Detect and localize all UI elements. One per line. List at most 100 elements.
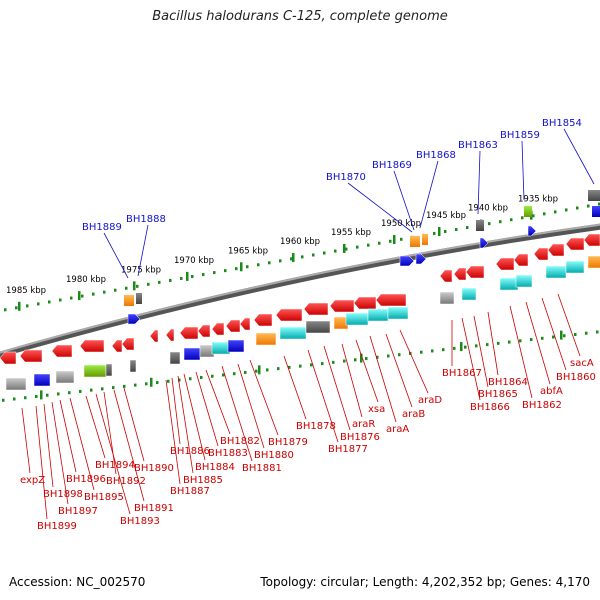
outer-tick-dot bbox=[576, 206, 579, 210]
gene-arrow-upper bbox=[239, 317, 251, 331]
inner-tick-dot bbox=[332, 360, 335, 364]
inner-tick-dot bbox=[244, 370, 247, 374]
bottom-gene-label: BH1887 bbox=[170, 486, 210, 497]
bottom-gene-label: BH1882 bbox=[220, 436, 260, 447]
bottom-gene-label: araB bbox=[402, 409, 425, 420]
inner-tick-dot bbox=[398, 353, 401, 357]
gene-box-lower bbox=[499, 277, 519, 291]
outer-tick-dot bbox=[103, 290, 106, 294]
top-gene-label: BH1863 bbox=[458, 140, 498, 151]
bottom-label-leader bbox=[35, 405, 48, 520]
outer-tick-dot bbox=[510, 218, 513, 222]
inner-tick-dot bbox=[343, 359, 346, 363]
top-gene-label: BH1869 bbox=[372, 160, 412, 171]
bottom-label-leader bbox=[473, 315, 489, 388]
outer-tick-dot bbox=[554, 210, 557, 214]
top-label-leader bbox=[521, 140, 525, 201]
inner-tick-dot bbox=[145, 382, 148, 386]
gene-arrow-upper bbox=[453, 267, 467, 281]
bottom-gene-label: BH1879 bbox=[268, 437, 308, 448]
outer-tick-dot bbox=[334, 249, 337, 253]
inner-tick-dot bbox=[266, 368, 269, 372]
inner-tick-dot bbox=[189, 377, 192, 381]
bottom-label-leader bbox=[51, 401, 69, 505]
outer-tick-dot bbox=[301, 255, 304, 259]
bottom-gene-label: BH1883 bbox=[208, 448, 248, 459]
outer-tick-dot bbox=[433, 231, 436, 235]
inner-major-tick bbox=[258, 365, 261, 375]
bottom-label-leader bbox=[307, 349, 339, 443]
inner-tick-dot bbox=[200, 376, 203, 379]
bottom-label-leader bbox=[165, 379, 181, 485]
inner-tick-dot bbox=[288, 365, 291, 369]
inner-major-tick bbox=[460, 342, 463, 352]
bottom-label-leader bbox=[355, 339, 379, 403]
gene-arrow-upper bbox=[495, 257, 515, 271]
inner-tick-dot bbox=[486, 343, 489, 347]
outer-tick-dot bbox=[532, 214, 535, 218]
gene-arrow-blue bbox=[479, 237, 489, 249]
outer-tick-dot bbox=[268, 261, 271, 265]
kbp-tick-label: 1985 kbp bbox=[6, 286, 46, 296]
gene-arrow-upper bbox=[565, 237, 585, 251]
gene-box-lower bbox=[367, 308, 389, 322]
bottom-gene-label: BH1897 bbox=[58, 506, 98, 517]
bottom-label-leader bbox=[323, 345, 351, 431]
gene-box-lower bbox=[545, 265, 567, 279]
inner-tick-dot bbox=[211, 374, 214, 378]
top-gene-label: BH1868 bbox=[416, 150, 456, 161]
gene-box-lower bbox=[227, 339, 245, 353]
bottom-label-leader bbox=[541, 297, 567, 371]
bottom-label-leader bbox=[205, 369, 231, 435]
outer-tick-dot bbox=[521, 216, 524, 220]
inner-tick-dot bbox=[596, 330, 599, 334]
gene-arrow-upper bbox=[19, 349, 43, 363]
gene-arrow-upper bbox=[121, 337, 135, 351]
bottom-label-leader bbox=[461, 317, 481, 401]
inner-tick-dot bbox=[563, 334, 566, 338]
inner-tick-dot bbox=[123, 384, 126, 388]
gene-box-lower bbox=[515, 274, 533, 288]
bottom-label-leader bbox=[385, 333, 413, 408]
outer-tick-dot bbox=[213, 271, 216, 275]
inner-tick-dot bbox=[35, 394, 38, 398]
inner-tick-dot bbox=[178, 378, 181, 382]
inner-tick-dot bbox=[156, 381, 159, 385]
gene-box-top bbox=[476, 220, 484, 231]
gene-box-top bbox=[124, 295, 134, 306]
kbp-major-tick bbox=[343, 243, 346, 253]
outer-tick-dot bbox=[323, 251, 326, 255]
bottom-label-leader bbox=[123, 387, 145, 462]
outer-tick-dot bbox=[70, 296, 73, 300]
gene-arrow-upper bbox=[165, 328, 175, 342]
inner-tick-dot bbox=[464, 345, 467, 349]
outer-tick-dot bbox=[400, 237, 403, 241]
gene-box-lower bbox=[587, 255, 600, 269]
kbp-tick-label: 1975 kbp bbox=[121, 265, 161, 275]
inner-tick-dot bbox=[277, 367, 280, 371]
bottom-label-leader bbox=[85, 395, 106, 459]
outer-tick-dot bbox=[224, 269, 227, 273]
bottom-gene-label: BH1898 bbox=[43, 489, 83, 500]
outer-tick-dot bbox=[202, 273, 205, 277]
bottom-gene-label: BH1899 bbox=[37, 521, 77, 532]
outer-tick-dot bbox=[455, 228, 458, 232]
gene-box-lower bbox=[305, 320, 331, 334]
bottom-gene-label: BH1877 bbox=[328, 444, 368, 455]
inner-tick-dot bbox=[233, 372, 236, 376]
gene-arrow-upper bbox=[179, 326, 199, 340]
inner-tick-dot bbox=[376, 355, 379, 359]
inner-tick-dot bbox=[68, 391, 71, 395]
kbp-tick-label: 1965 kbp bbox=[228, 246, 268, 256]
gene-arrow-upper bbox=[329, 299, 355, 313]
gene-box-top bbox=[592, 206, 600, 217]
outer-tick-dot bbox=[26, 304, 29, 308]
bottom-label-leader bbox=[487, 311, 499, 376]
gene-box-top bbox=[410, 236, 420, 247]
gene-arrow-upper bbox=[439, 269, 453, 283]
inner-tick-dot bbox=[365, 357, 368, 361]
bottom-gene-label: BH1865 bbox=[478, 389, 518, 400]
inner-major-tick bbox=[360, 353, 363, 363]
inner-tick-dot bbox=[46, 393, 49, 397]
outer-tick-dot bbox=[257, 263, 260, 267]
